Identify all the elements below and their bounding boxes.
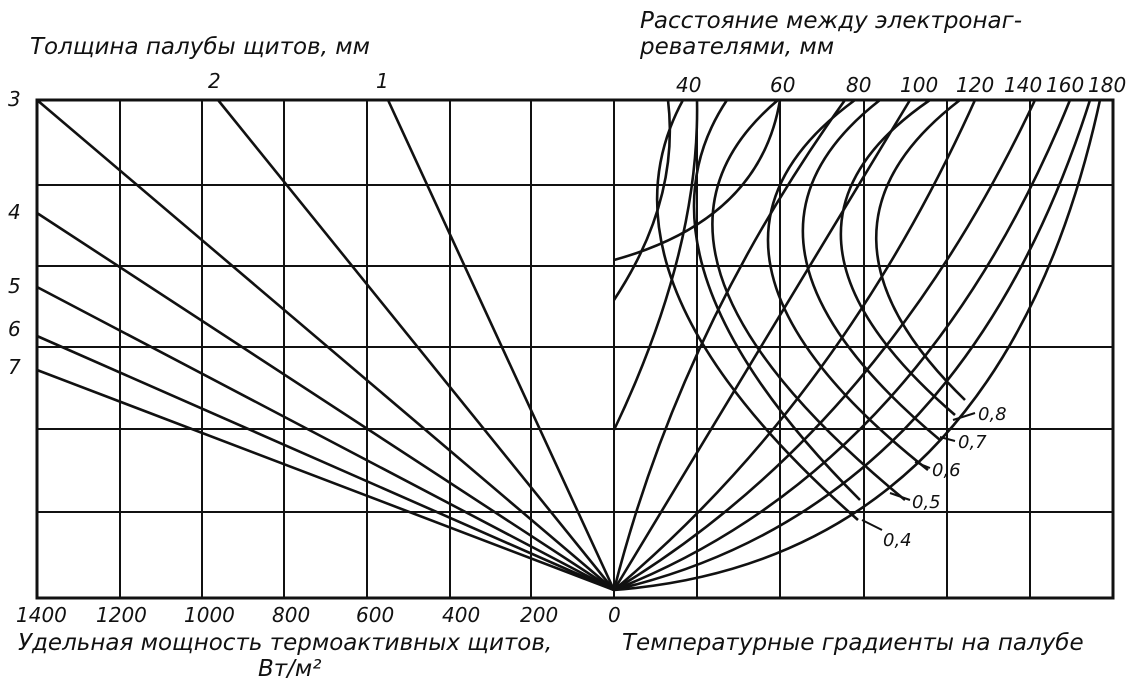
plot-frame — [35, 98, 1115, 600]
gradient-label-0,6: 0,6 — [932, 460, 961, 481]
x-tick-800: 800 — [272, 603, 310, 627]
leader-0,4 — [861, 519, 883, 531]
spacing-label-80: 80 — [846, 73, 871, 97]
thickness-left-label-3: 3 — [8, 87, 21, 111]
gradient-curve — [613, 99, 1102, 592]
gradient-curve — [613, 99, 1072, 592]
spacing-curve-lower — [612, 99, 672, 301]
thickness-left-label-7: 7 — [8, 355, 21, 379]
left-xlabel: Удельная мощность термоактивных щитов, — [18, 630, 552, 656]
thickness-top-label-1: 1 — [376, 69, 389, 93]
x-tick-200: 200 — [520, 603, 558, 627]
spacing-curve-80 — [766, 98, 929, 472]
spacing-curve-140 — [875, 98, 966, 401]
grid — [37, 100, 1113, 598]
x-tick-600: 600 — [356, 603, 394, 627]
thickness-left-label-5: 5 — [8, 274, 21, 298]
left-series — [36, 99, 616, 592]
gradient-curve — [612, 99, 912, 591]
gradient-label-0,7: 0,7 — [958, 432, 987, 453]
labels: Толщина палубы щитов, мм Расстояние межд… — [8, 8, 1126, 682]
thickness-line-1 — [386, 99, 616, 591]
leader-0,6 — [914, 461, 931, 469]
x-tick-0: 0 — [608, 603, 621, 627]
spacing-label-160: 160 — [1046, 73, 1084, 97]
spacing-label-40: 40 — [676, 73, 701, 97]
x-tick-1400: 1400 — [16, 603, 67, 627]
gradient-curve — [613, 99, 977, 591]
x-tick-1000: 1000 — [184, 603, 235, 627]
right-xlabel: Температурные градиенты на палубе — [622, 630, 1084, 656]
leader-0,5 — [889, 492, 911, 501]
thickness-line-2 — [216, 99, 616, 591]
gradient-label-0,5: 0,5 — [912, 492, 941, 513]
spacing-curve-rise — [613, 99, 782, 262]
spacing-curve-120 — [839, 98, 956, 416]
x-tick-1200: 1200 — [96, 603, 147, 627]
spacing-curve-mid — [692, 99, 861, 501]
left-title: Толщина палубы щитов, мм — [30, 34, 370, 60]
thickness-left-label-4: 4 — [8, 200, 21, 224]
spacing-curve-40 — [655, 99, 859, 521]
left-xunit: Вт/м² — [258, 656, 322, 682]
thickness-line-5 — [36, 285, 615, 592]
spacing-curves — [612, 98, 966, 521]
thickness-top-label-2: 2 — [208, 69, 221, 93]
spacing-label-100: 100 — [900, 73, 938, 97]
spacing-label-180: 180 — [1088, 73, 1126, 97]
gradient-label-0,8: 0,8 — [978, 404, 1007, 425]
leader-0,8 — [952, 412, 976, 421]
thickness-line-4 — [36, 211, 615, 592]
spacing-curve-low — [612, 99, 699, 431]
x-tick-400: 400 — [442, 603, 480, 627]
spacing-curve-60 — [711, 99, 906, 502]
thickness-line-6 — [36, 334, 615, 592]
thickness-left-label-6: 6 — [8, 317, 21, 341]
spacing-label-120: 120 — [956, 73, 994, 97]
label-leaders — [861, 412, 976, 531]
spacing-label-140: 140 — [1004, 73, 1042, 97]
gradient-curve — [612, 99, 847, 591]
gradient-curve — [613, 99, 1092, 592]
leader-0,7 — [939, 436, 956, 442]
gradient-curves — [612, 99, 1102, 592]
gradient-curve — [613, 99, 1037, 592]
right-title-line-2: ревателями, мм — [639, 34, 834, 60]
thickness-line-7 — [36, 368, 615, 592]
thickness-line-3 — [36, 99, 615, 591]
gradient-label-0,4: 0,4 — [883, 530, 912, 551]
spacing-label-60: 60 — [770, 73, 795, 97]
spacing-curve-100 — [801, 98, 941, 441]
right-title-line-1: Расстояние между электронаг- — [640, 8, 1022, 34]
